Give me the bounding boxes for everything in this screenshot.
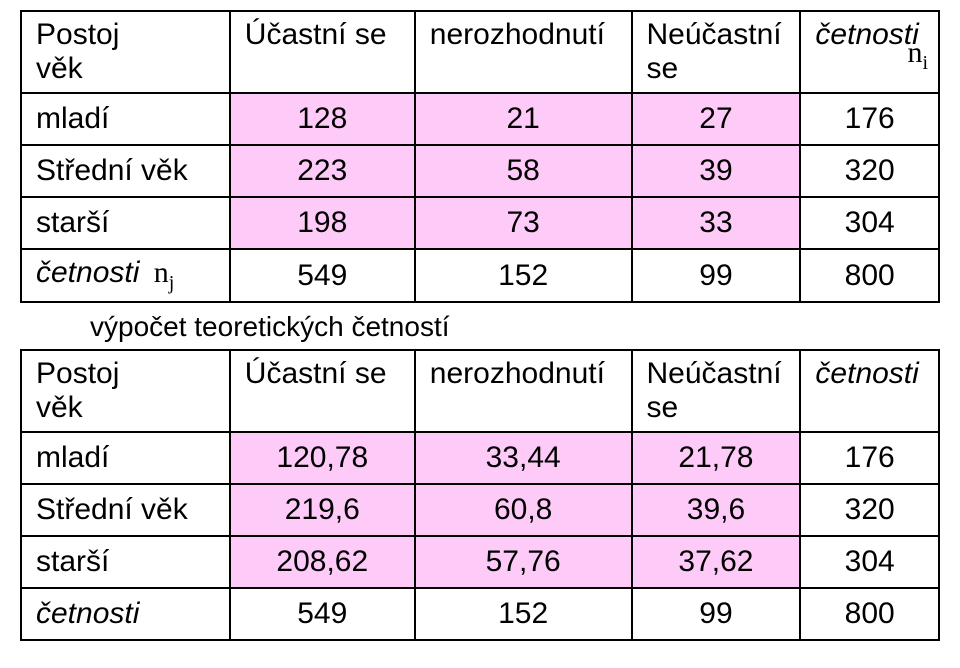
cell: 99 — [632, 588, 801, 640]
header-cetnosti: četnosti ni — [800, 11, 939, 93]
cell: 33 — [632, 197, 801, 249]
header-text: Postoj — [36, 18, 119, 51]
cell: 39 — [632, 145, 801, 197]
row-label: starší — [21, 197, 230, 249]
cell: 57,76 — [415, 536, 632, 588]
cell: 223 — [230, 145, 415, 197]
header-neucastni: Neúčastní se — [632, 350, 801, 432]
cell: 37,62 — [632, 536, 801, 588]
header-text: nerozhodnutí — [430, 18, 605, 51]
cell: 128 — [230, 93, 415, 145]
cell: 549 — [230, 588, 415, 640]
cell: 549 — [230, 249, 415, 302]
table-row: Postoj věk Účastní se nerozhodnutí Neúča… — [21, 350, 939, 432]
row-label: mladí — [21, 93, 230, 145]
cell: 27 — [632, 93, 801, 145]
header-text: Účastní se — [245, 357, 387, 390]
cell: 304 — [800, 536, 939, 588]
row-label: Střední věk — [21, 145, 230, 197]
header-text: se — [647, 52, 679, 85]
header-ucastni: Účastní se — [230, 350, 415, 432]
cell: 152 — [415, 588, 632, 640]
cell: 152 — [415, 249, 632, 302]
cell: 21,78 — [632, 432, 801, 484]
symbol-nj: nj — [154, 256, 175, 295]
cell: 800 — [800, 588, 939, 640]
table-row: starší 198 73 33 304 — [21, 197, 939, 249]
header-ucastni: Účastní se — [230, 11, 415, 93]
label-text: četnosti — [36, 256, 139, 289]
symbol-sub: j — [169, 272, 175, 294]
cell: 73 — [415, 197, 632, 249]
row-label: Střední věk — [21, 484, 230, 536]
cell: 99 — [632, 249, 801, 302]
header-text: Neúčastní — [647, 18, 782, 51]
header-text: Postoj — [36, 357, 119, 390]
header-neucastni: Neúčastní se — [632, 11, 801, 93]
table-row: Střední věk 223 58 39 320 — [21, 145, 939, 197]
cell: 21 — [415, 93, 632, 145]
row-label: starší — [21, 536, 230, 588]
symbol-text: n — [907, 36, 922, 69]
symbol-ni: ni — [907, 36, 928, 75]
cell: 208,62 — [230, 536, 415, 588]
cell: 176 — [800, 432, 939, 484]
row-label: mladí — [21, 432, 230, 484]
row-label-cetnosti: četnosti nj — [21, 249, 230, 302]
table-2: Postoj věk Účastní se nerozhodnutí Neúča… — [20, 349, 940, 641]
header-text: věk — [36, 52, 83, 85]
cell: 219,6 — [230, 484, 415, 536]
cell: 320 — [800, 484, 939, 536]
row-label-cetnosti: četnosti — [21, 588, 230, 640]
header-text: se — [647, 391, 679, 424]
header-text: věk — [36, 391, 83, 424]
symbol-sub: i — [922, 52, 928, 74]
header-cetnosti: četnosti — [800, 350, 939, 432]
table-row: četnosti nj 549 152 99 800 — [21, 249, 939, 302]
caption-vypocet: výpočet teoretických četností — [20, 303, 940, 349]
table-row: Postoj věk Účastní se nerozhodnutí Neúča… — [21, 11, 939, 93]
cell: 320 — [800, 145, 939, 197]
header-text: nerozhodnutí — [430, 357, 605, 390]
cell: 58 — [415, 145, 632, 197]
cell: 60,8 — [415, 484, 632, 536]
cell: 198 — [230, 197, 415, 249]
cell: 120,78 — [230, 432, 415, 484]
cell: 176 — [800, 93, 939, 145]
header-postoj-vek: Postoj věk — [21, 350, 230, 432]
header-nerozhodnuti: nerozhodnutí — [415, 350, 632, 432]
header-text: četnosti — [815, 357, 918, 390]
header-postoj-vek: Postoj věk — [21, 11, 230, 93]
table-row: Střední věk 219,6 60,8 39,6 320 — [21, 484, 939, 536]
symbol-text: n — [154, 256, 169, 289]
cell: 39,6 — [632, 484, 801, 536]
table-row: četnosti 549 152 99 800 — [21, 588, 939, 640]
header-text: Účastní se — [245, 18, 387, 51]
header-text: Neúčastní — [647, 357, 782, 390]
header-text: četnosti — [815, 18, 918, 51]
table-row: starší 208,62 57,76 37,62 304 — [21, 536, 939, 588]
table-row: mladí 128 21 27 176 — [21, 93, 939, 145]
cell: 800 — [800, 249, 939, 302]
cell: 304 — [800, 197, 939, 249]
table-1: Postoj věk Účastní se nerozhodnutí Neúča… — [20, 10, 940, 303]
cell: 33,44 — [415, 432, 632, 484]
table-row: mladí 120,78 33,44 21,78 176 — [21, 432, 939, 484]
header-nerozhodnuti: nerozhodnutí — [415, 11, 632, 93]
